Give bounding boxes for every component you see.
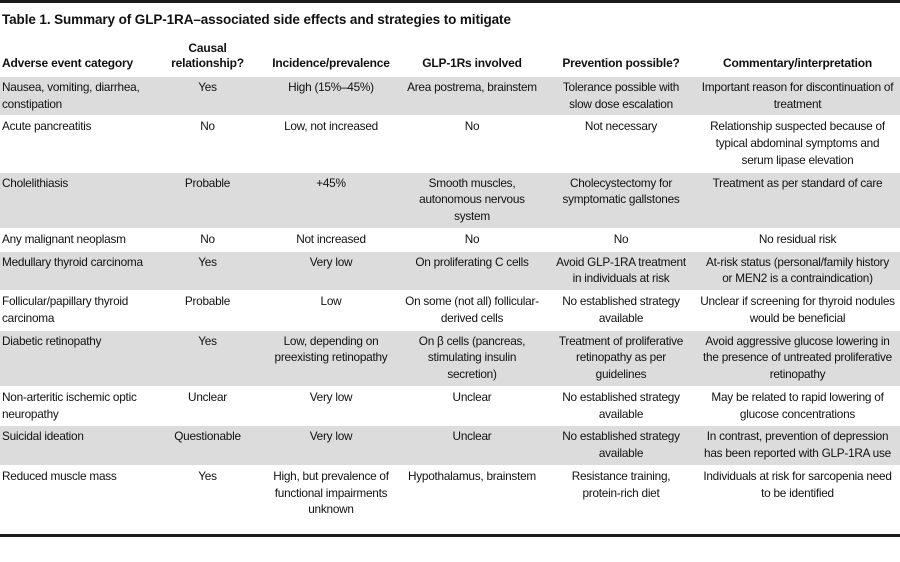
table-cell: No established strategy available [562, 389, 680, 421]
table-header-row: Adverse event category Causal relationshi… [0, 39, 900, 77]
column-header: Adverse event category [2, 55, 133, 70]
table-cell: Unclear [452, 389, 492, 404]
table-cell: Very low [309, 254, 353, 269]
table-row: Acute pancreatitis No Low, not increased No… [0, 115, 900, 172]
table-cell: Very low [309, 389, 353, 404]
table-cell: No residual risk [758, 231, 837, 246]
column-header: Prevention possible? [562, 55, 680, 70]
table-title: Table 1. Summary of GLP-1RA–associated s… [2, 12, 511, 27]
table-row: Non-arteritic ischemic optic neuropathy U… [0, 386, 900, 426]
table-cell: On proliferating C cells [415, 254, 529, 269]
table-cell: Low, not increased [284, 119, 378, 134]
table-cell: Probable [184, 175, 231, 190]
table-cell: Reduced muscle mass [2, 468, 117, 483]
table-cell: Relationship suspected because of typica… [710, 119, 885, 167]
table-cell: Yes [198, 254, 217, 269]
table-cell: High (15%–45%) [288, 79, 374, 94]
table-cell: Acute pancreatitis [2, 119, 92, 134]
table-cell: Avoid GLP-1RA treatment in individuals a… [556, 254, 686, 286]
table-cell: No [464, 231, 480, 246]
table-cell: No [200, 231, 215, 246]
table-row: Follicular/papillary thyroid carcinoma Pr… [0, 290, 900, 331]
paper-table-figure: Table 1. Summary of GLP-1RA–associated s… [0, 0, 900, 538]
table-cell: On β cells (pancreas, stimulating insuli… [418, 333, 526, 382]
table-row: Diabetic retinopathy Yes Low, depending on… [0, 330, 900, 387]
table-cell: In contrast, prevention of depression ha… [704, 429, 891, 461]
table-cell: At-risk status (personal/family history … [706, 254, 889, 286]
table-row: Medullary thyroid carcinoma Yes Very low On… [0, 251, 900, 291]
table-cell: Low, depending on preexisting retinopath… [274, 333, 388, 365]
table-cell: Questionable [174, 429, 241, 444]
table-cell: No established strategy available [562, 294, 680, 325]
table-row: Nausea, vomiting, diarrhea, constipation… [0, 76, 900, 116]
table-cell: Not increased [296, 231, 366, 246]
table-cell: Important reason for discontinuation of … [701, 79, 894, 111]
table-cell: May be related to rapid lowering of gluc… [711, 389, 884, 421]
table-cell: Treatment of proliferative retinopathy a… [558, 333, 684, 382]
table-cell: Any malignant neoplasm [2, 231, 126, 246]
top-rule [0, 0, 900, 3]
table-row: Suicidal ideation Questionable Very low Unc… [0, 425, 900, 466]
table-cell: +45% [316, 175, 346, 190]
table-cell: Low [320, 294, 342, 309]
table-row: Any malignant neoplasm No Not increased No N… [0, 228, 900, 251]
table-cell: Resistance training, protein-rich diet [571, 468, 671, 500]
bottom-rule [0, 534, 900, 538]
table-cell: Suicidal ideation [2, 429, 84, 444]
table-cell: Area postrema, brainstem [407, 79, 537, 94]
column-header: Commentary/interpretation [722, 55, 873, 70]
table-row: Reduced muscle mass Yes High, but prevalen… [0, 465, 900, 521]
table-cell: Smooth muscles, autonomous nervous syste… [419, 175, 525, 224]
column-header: Incidence/prevalence [272, 55, 390, 70]
table-cell: No [200, 119, 215, 134]
table-cell: Tolerance possible with slow dose escala… [562, 79, 680, 111]
table-cell: High, but prevalence of functional impai… [273, 468, 389, 517]
table-cell: Yes [198, 333, 217, 348]
table-row: Cholelithiasis Probable +45% Smooth muscles… [0, 172, 900, 229]
table-cell: Hypothalamus, brainstem [407, 468, 536, 483]
table-cell: Cholelithiasis [2, 175, 69, 190]
table-cell: No [613, 231, 629, 246]
side-effects-table: Adverse event category Causal relationshi… [0, 39, 900, 521]
table-cell: Yes [198, 79, 217, 94]
table-cell: Yes [198, 468, 217, 483]
table-cell: Probable [184, 294, 231, 309]
column-header: GLP-1Rs involved [422, 55, 522, 70]
table-cell: No established strategy available [562, 429, 680, 461]
table-cell: Non-arteritic ischemic optic neuropathy [2, 389, 137, 421]
table-cell: Nausea, vomiting, diarrhea, constipation [2, 79, 140, 111]
table-cell: Treatment as per standard of care [712, 175, 883, 190]
table-cell: On some (not all) follicular-derived cel… [405, 294, 539, 325]
table-cell: Unclear if screening for thyroid nodules… [700, 294, 895, 325]
table-cell: Follicular/papillary thyroid carcinoma [2, 294, 129, 325]
table-cell: No [464, 119, 480, 134]
column-header: Causal relationship? [171, 40, 244, 70]
table-cell: Individuals at risk for sarcopenia need … [703, 468, 892, 500]
table-cell: Unclear [452, 429, 492, 444]
table-cell: Not necessary [584, 119, 658, 134]
table-cell: Medullary thyroid carcinoma [2, 254, 143, 269]
table-cell: Diabetic retinopathy [2, 333, 102, 348]
table-cell: Unclear [188, 389, 227, 404]
table-cell: Cholecystectomy for symptomatic gallston… [562, 175, 680, 207]
table-cell: Very low [309, 429, 353, 444]
table-cell: Avoid aggressive glucose lowering in the… [703, 333, 892, 382]
